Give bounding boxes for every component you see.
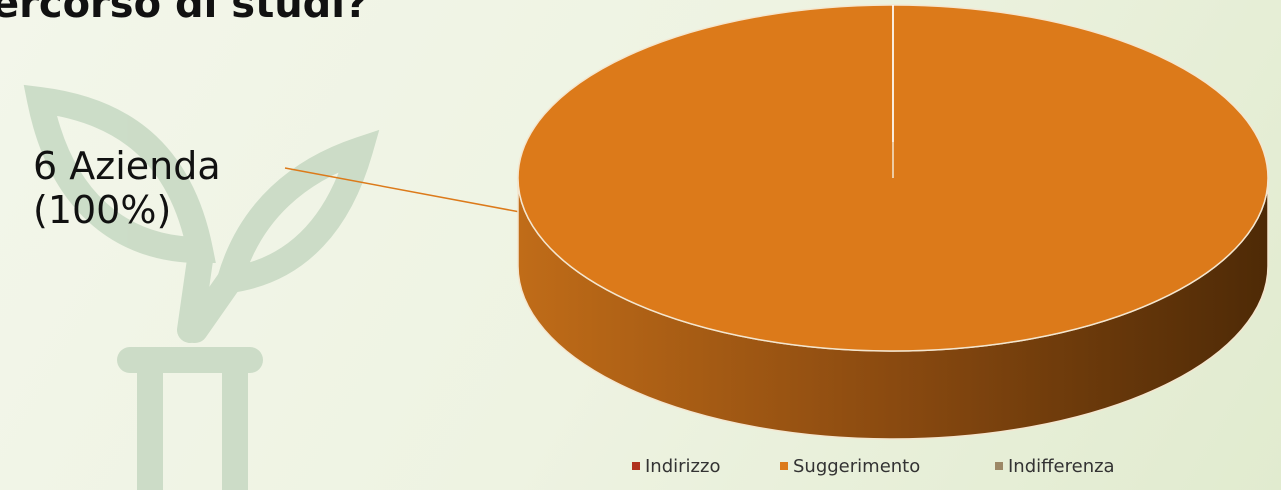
legend-swatch xyxy=(780,462,788,470)
legend-label: Indifferenza xyxy=(1008,456,1115,477)
legend-label: Indirizzo xyxy=(645,456,720,477)
legend-swatch xyxy=(995,462,1003,470)
slide: ercorso di studi? Indirizzo Suggerimento I… xyxy=(0,0,1281,490)
legend-swatch xyxy=(632,462,640,470)
data-label: 6 Azienda (100%) xyxy=(33,144,293,232)
chart: ercorso di studi? Indirizzo Suggerimento I… xyxy=(0,0,1281,490)
legend-label: Suggerimento xyxy=(793,456,920,477)
leader-line xyxy=(285,168,520,212)
chart-title: ercorso di studi? xyxy=(0,0,368,27)
